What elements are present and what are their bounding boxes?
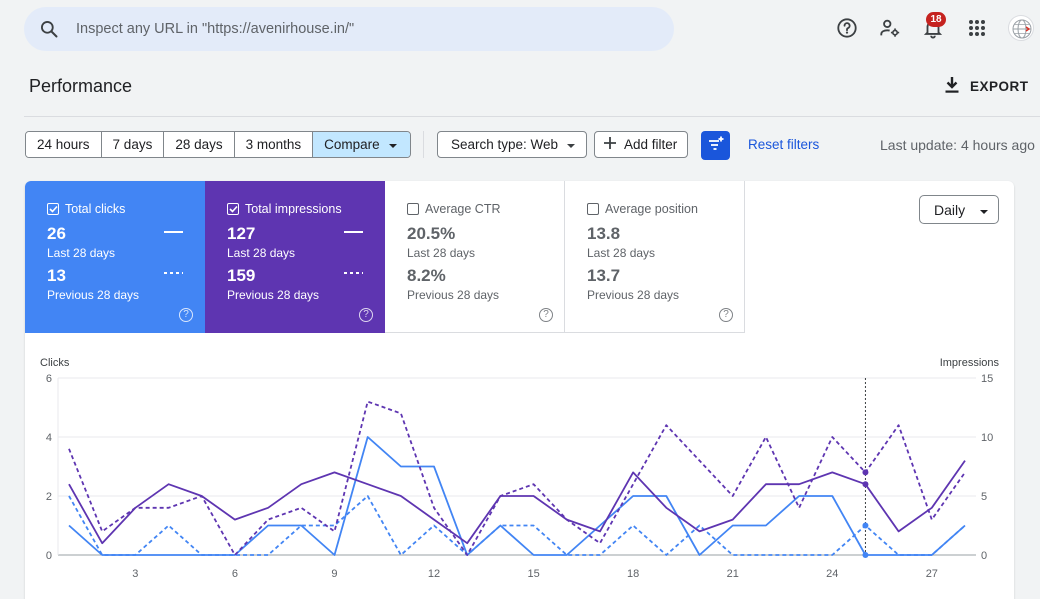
last-update-text: Last update: 4 hours ago xyxy=(880,137,1035,153)
search-type-dropdown[interactable]: Search type: Web xyxy=(437,131,588,158)
x-tick-label: 18 xyxy=(627,568,639,580)
metric-previous-label: Previous 28 days xyxy=(227,288,320,302)
metric-previous-label: Previous 28 days xyxy=(407,288,500,302)
right-axis-title: Impressions xyxy=(940,357,1000,369)
caret-down-icon xyxy=(566,137,576,152)
download-icon xyxy=(944,76,960,97)
metric-value: 127 xyxy=(227,224,256,243)
x-tick-label: 9 xyxy=(331,568,337,580)
x-tick-label: 6 xyxy=(232,568,238,580)
metric-previous-value: 159 xyxy=(227,266,256,285)
metric-title: Total impressions xyxy=(245,202,342,216)
dashed-line-legend-icon xyxy=(164,272,183,274)
metric-average-ctr[interactable]: Average CTR 20.5% Last 28 days 8.2% Prev… xyxy=(385,181,565,333)
dashed-line-legend-icon xyxy=(344,272,363,274)
export-label: EXPORT xyxy=(970,79,1029,94)
checkbox-checked-icon[interactable] xyxy=(227,203,239,215)
search-icon xyxy=(24,19,74,39)
metric-previous-label: Previous 28 days xyxy=(47,288,140,302)
y-tick-label-left: 4 xyxy=(46,432,52,444)
solid-line-legend-icon xyxy=(164,231,183,233)
metric-previous-value: 13 xyxy=(47,266,66,285)
export-button[interactable]: EXPORT xyxy=(944,76,1029,97)
metric-total-impressions[interactable]: Total impressions 127 Last 28 days 159 P… xyxy=(205,181,385,333)
metric-value: 26 xyxy=(47,224,66,243)
x-tick-label: 27 xyxy=(926,568,938,580)
metric-previous-label: Previous 28 days xyxy=(587,288,680,302)
help-icon[interactable]: ? xyxy=(359,308,373,322)
admin-settings-icon[interactable] xyxy=(878,16,902,40)
add-filter-label: Add filter xyxy=(624,137,678,152)
search-input[interactable]: Inspect any URL in "https://avenirhouse.… xyxy=(76,21,355,37)
metric-period-label: Last 28 days xyxy=(227,246,296,260)
compare-dropdown[interactable]: Compare xyxy=(313,132,410,157)
checkbox-unchecked-icon[interactable] xyxy=(407,203,419,215)
series-line xyxy=(68,400,966,556)
add-filter-button[interactable]: Add filter xyxy=(594,131,689,158)
caret-down-icon xyxy=(388,132,398,157)
metric-title: Average position xyxy=(605,202,698,216)
y-tick-label-right: 15 xyxy=(981,373,993,385)
hover-point xyxy=(862,481,869,488)
notification-count-badge: 18 xyxy=(926,12,946,27)
filter-separator xyxy=(423,131,424,158)
account-avatar[interactable] xyxy=(1008,15,1034,41)
caret-down-icon xyxy=(979,202,989,218)
metric-period-label: Last 28 days xyxy=(587,246,656,260)
y-tick-label-left: 6 xyxy=(46,373,52,385)
date-range-selector: 24 hours 7 days 28 days 3 months Compare xyxy=(25,131,411,158)
metric-title: Average CTR xyxy=(425,202,501,216)
metric-period-label: Last 28 days xyxy=(407,246,476,260)
metric-value: 20.5% xyxy=(407,224,456,243)
help-icon[interactable]: ? xyxy=(539,308,553,322)
apps-grid-icon[interactable] xyxy=(965,16,989,40)
y-tick-label-left: 0 xyxy=(46,550,52,562)
y-tick-label-right: 10 xyxy=(981,432,993,444)
metric-period-label: Last 28 days xyxy=(47,246,116,260)
x-tick-label: 15 xyxy=(527,568,539,580)
x-tick-label: 21 xyxy=(727,568,739,580)
plus-icon xyxy=(604,137,616,152)
header-divider xyxy=(24,116,1040,117)
metric-value: 13.8 xyxy=(587,224,621,243)
checkbox-checked-icon[interactable] xyxy=(47,203,59,215)
metric-total-clicks[interactable]: Total clicks 26 Last 28 days 13 Previous… xyxy=(25,181,205,333)
search-type-label: Search type: Web xyxy=(451,137,559,152)
left-axis-title: Clicks xyxy=(40,357,70,369)
top-bar: Inspect any URL in "https://avenirhouse.… xyxy=(0,0,1040,58)
help-icon[interactable]: ? xyxy=(179,308,193,322)
series-line xyxy=(68,495,966,556)
help-icon[interactable] xyxy=(835,16,859,40)
compare-label: Compare xyxy=(324,137,380,152)
date-range-28-days[interactable]: 28 days xyxy=(164,132,235,157)
help-icon[interactable]: ? xyxy=(719,308,733,322)
filter-list-icon xyxy=(708,136,724,155)
x-tick-label: 3 xyxy=(132,568,138,580)
date-range-3-months[interactable]: 3 months xyxy=(234,132,314,157)
hover-point xyxy=(862,522,869,529)
solid-line-legend-icon xyxy=(344,231,363,233)
y-tick-label-right: 5 xyxy=(981,491,987,503)
granularity-label: Daily xyxy=(934,201,966,218)
metric-previous-value: 13.7 xyxy=(587,266,621,285)
y-tick-label-left: 2 xyxy=(46,491,52,503)
x-tick-label: 24 xyxy=(826,568,838,580)
reset-filters-link[interactable]: Reset filters xyxy=(748,137,820,152)
y-tick-label-right: 0 xyxy=(981,550,987,562)
metric-previous-value: 8.2% xyxy=(407,266,446,285)
series-line xyxy=(68,460,966,545)
page-title: Performance xyxy=(29,76,133,96)
filter-settings-button[interactable] xyxy=(701,131,730,160)
hover-point xyxy=(862,552,869,558)
date-range-7-days[interactable]: 7 days xyxy=(101,132,165,157)
hover-point xyxy=(862,469,869,476)
url-inspection-search[interactable]: Inspect any URL in "https://avenirhouse.… xyxy=(24,7,674,51)
metric-title: Total clicks xyxy=(65,202,126,216)
date-range-24-hours[interactable]: 24 hours xyxy=(26,132,102,157)
checkbox-unchecked-icon[interactable] xyxy=(587,203,599,215)
metric-average-position[interactable]: Average position 13.8 Last 28 days 13.7 … xyxy=(565,181,745,333)
x-tick-label: 12 xyxy=(428,568,440,580)
granularity-dropdown[interactable]: Daily xyxy=(919,195,999,224)
